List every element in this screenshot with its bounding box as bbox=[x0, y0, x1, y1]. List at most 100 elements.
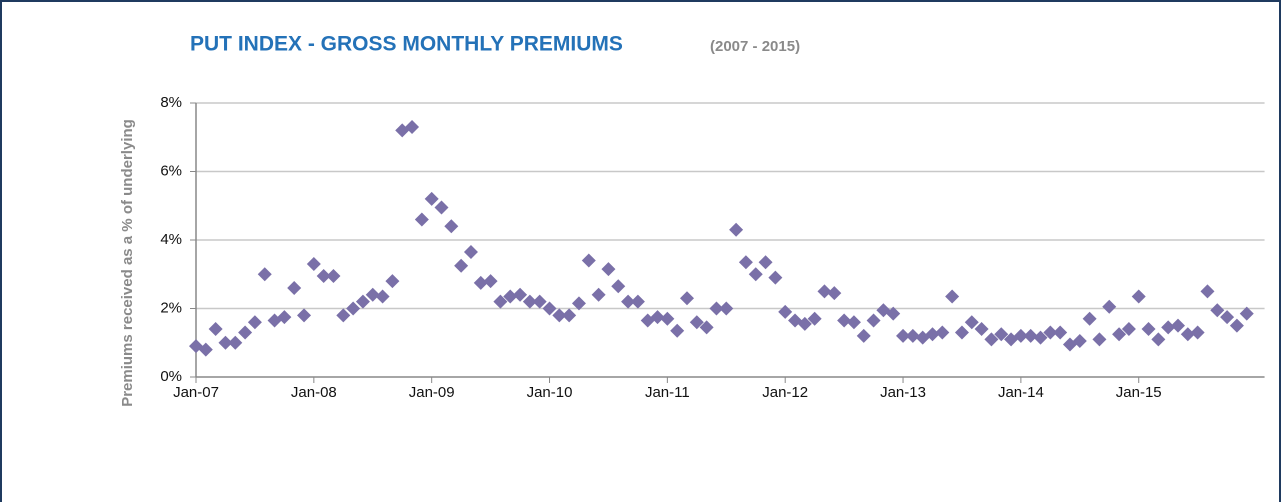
point bbox=[729, 222, 744, 237]
point bbox=[581, 253, 596, 268]
point bbox=[964, 315, 979, 330]
point bbox=[935, 325, 950, 340]
x-tick-label: Jan-09 bbox=[409, 384, 455, 401]
point bbox=[1092, 332, 1107, 347]
point bbox=[385, 274, 400, 289]
y-axis-label: Premiums received as a % of underlying bbox=[119, 119, 136, 407]
point bbox=[1023, 328, 1038, 343]
x-tick-label: Jan-07 bbox=[173, 384, 219, 401]
y-tick-label: 6% bbox=[160, 162, 182, 179]
y-tick-label: 2% bbox=[160, 299, 182, 316]
point bbox=[1013, 328, 1028, 343]
y-tick-label: 4% bbox=[160, 231, 182, 248]
point bbox=[1210, 303, 1225, 318]
point bbox=[218, 335, 233, 350]
point bbox=[1190, 325, 1205, 340]
point bbox=[670, 323, 685, 338]
point bbox=[866, 313, 881, 328]
point bbox=[1220, 310, 1235, 325]
point bbox=[277, 310, 292, 325]
point bbox=[837, 313, 852, 328]
point bbox=[532, 294, 547, 309]
point bbox=[945, 289, 960, 304]
x-tick-label: Jan-10 bbox=[527, 384, 573, 401]
point bbox=[1053, 325, 1068, 340]
point bbox=[719, 301, 734, 316]
point bbox=[562, 308, 577, 323]
point bbox=[896, 328, 911, 343]
point bbox=[493, 294, 508, 309]
point bbox=[905, 328, 920, 343]
point bbox=[287, 280, 302, 295]
point bbox=[1141, 322, 1156, 337]
point bbox=[424, 191, 439, 206]
point bbox=[444, 219, 459, 234]
point bbox=[709, 301, 724, 316]
point bbox=[306, 256, 321, 271]
x-tick-label: Jan-14 bbox=[998, 384, 1044, 401]
point bbox=[1171, 318, 1185, 333]
point bbox=[473, 275, 488, 290]
point bbox=[346, 301, 361, 316]
point bbox=[1102, 299, 1117, 314]
point bbox=[247, 315, 262, 330]
point bbox=[326, 268, 341, 283]
chart-subtitle: (2007 - 2015) bbox=[710, 38, 800, 55]
point bbox=[1131, 289, 1146, 304]
point bbox=[513, 287, 528, 302]
chart-title: PUT INDEX - GROSS MONTHLY PREMIUMS bbox=[190, 33, 623, 56]
point bbox=[1151, 332, 1166, 347]
point bbox=[984, 332, 999, 347]
point bbox=[355, 294, 370, 309]
point bbox=[434, 200, 449, 215]
x-tick-label: Jan-08 bbox=[291, 384, 337, 401]
y-tick-label: 8% bbox=[160, 94, 182, 111]
point bbox=[365, 287, 380, 302]
point bbox=[807, 311, 822, 326]
point bbox=[778, 304, 793, 319]
point bbox=[316, 268, 331, 283]
point bbox=[1072, 334, 1087, 349]
point bbox=[925, 327, 940, 342]
point bbox=[601, 262, 616, 277]
point bbox=[974, 322, 989, 337]
point bbox=[886, 306, 901, 321]
point bbox=[748, 267, 763, 282]
point bbox=[758, 255, 773, 270]
point bbox=[542, 301, 557, 316]
point bbox=[1112, 327, 1127, 342]
point bbox=[414, 212, 429, 227]
point bbox=[1229, 318, 1244, 333]
point bbox=[797, 316, 812, 331]
point bbox=[522, 294, 537, 309]
point bbox=[1161, 320, 1176, 335]
point bbox=[680, 291, 694, 306]
x-tick-label: Jan-12 bbox=[762, 384, 808, 401]
point bbox=[630, 294, 645, 309]
point bbox=[738, 255, 753, 270]
point bbox=[621, 294, 636, 309]
point bbox=[228, 335, 243, 350]
point bbox=[552, 308, 567, 323]
point bbox=[817, 284, 832, 299]
point bbox=[375, 289, 390, 304]
point bbox=[238, 325, 253, 340]
point bbox=[660, 311, 675, 326]
point bbox=[954, 325, 969, 340]
x-tick-label: Jan-15 bbox=[1116, 384, 1162, 401]
point bbox=[483, 274, 498, 289]
point bbox=[405, 119, 420, 134]
point bbox=[591, 287, 606, 302]
point bbox=[611, 279, 626, 294]
point bbox=[198, 342, 213, 357]
point bbox=[689, 315, 704, 330]
point bbox=[208, 322, 223, 337]
point bbox=[336, 308, 351, 323]
point bbox=[1239, 306, 1254, 321]
point bbox=[1043, 325, 1058, 340]
point bbox=[1200, 284, 1215, 299]
point bbox=[503, 289, 518, 304]
